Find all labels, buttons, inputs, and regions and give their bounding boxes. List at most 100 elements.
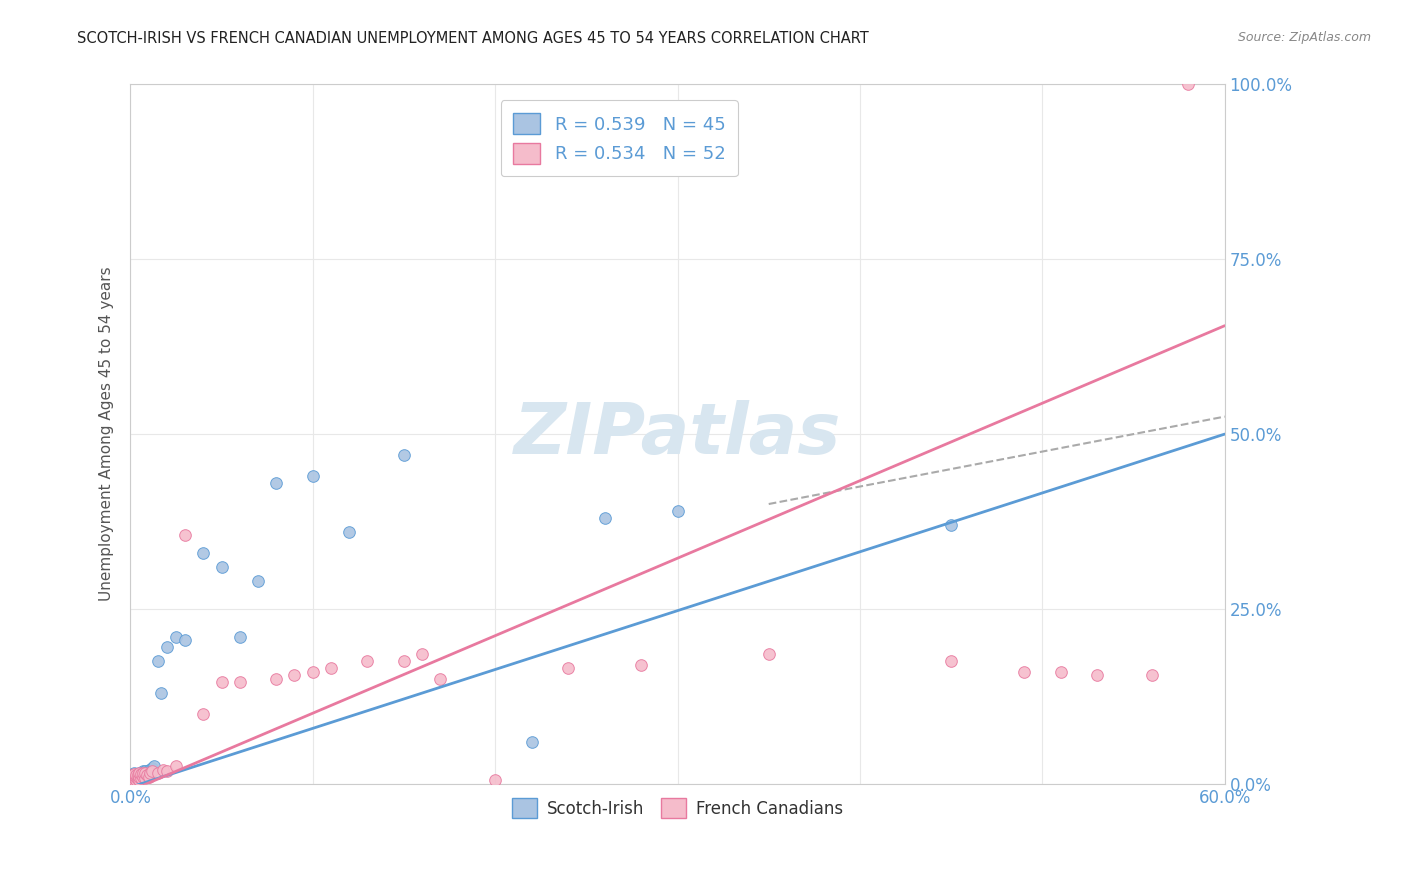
Point [122, 771, 145, 785]
Text: Source: ZipAtlas.com: Source: ZipAtlas.com [1237, 31, 1371, 45]
Point [122, 771, 145, 785]
Point [125, 772, 148, 787]
Point [337, 524, 360, 539]
Point [129, 767, 152, 781]
Point [138, 768, 160, 782]
Point [264, 476, 287, 491]
Point [135, 766, 157, 780]
Point [156, 640, 179, 655]
Point [125, 767, 148, 781]
Point [125, 770, 148, 784]
Point [121, 773, 143, 788]
Point [247, 574, 270, 588]
Point [150, 686, 173, 700]
Point [122, 768, 145, 782]
Text: SCOTCH-IRISH VS FRENCH CANADIAN UNEMPLOYMENT AMONG AGES 45 TO 54 YEARS CORRELATI: SCOTCH-IRISH VS FRENCH CANADIAN UNEMPLOY… [77, 31, 869, 46]
Point [392, 654, 415, 668]
Point [174, 528, 197, 542]
Point [121, 770, 143, 784]
Point [122, 766, 145, 780]
Point [134, 766, 156, 780]
Point [146, 654, 169, 668]
Point [229, 675, 252, 690]
Point [128, 772, 150, 787]
Point [125, 771, 148, 785]
Point [141, 761, 163, 775]
Point [1012, 665, 1035, 679]
Point [121, 773, 143, 788]
Point [132, 768, 155, 782]
Point [174, 633, 197, 648]
Point [356, 654, 378, 668]
Point [229, 630, 252, 644]
Point [939, 518, 962, 533]
Point [193, 706, 215, 721]
Point [128, 771, 150, 785]
Point [520, 735, 543, 749]
Point [122, 767, 145, 781]
Point [122, 769, 145, 783]
Point [939, 654, 962, 668]
Point [125, 772, 148, 786]
Point [165, 630, 187, 644]
Point [138, 770, 160, 784]
Point [127, 768, 149, 782]
Point [122, 773, 145, 788]
Point [135, 768, 157, 782]
Point [193, 546, 215, 560]
Point [392, 448, 415, 462]
Point [593, 511, 616, 525]
Point [128, 765, 150, 780]
Point [127, 767, 149, 781]
Point [758, 648, 780, 662]
Point [138, 763, 160, 777]
Point [128, 766, 150, 780]
Point [121, 771, 143, 785]
Point [1049, 665, 1071, 679]
Point [557, 661, 579, 675]
Point [146, 766, 169, 780]
Point [122, 772, 145, 787]
Point [301, 665, 323, 679]
Point [121, 768, 143, 782]
Point [264, 672, 287, 686]
Point [484, 773, 506, 788]
Y-axis label: Unemployment Among Ages 45 to 54 years: Unemployment Among Ages 45 to 54 years [100, 267, 114, 601]
Point [411, 648, 433, 662]
Point [143, 759, 166, 773]
Point [666, 504, 689, 518]
Point [319, 661, 342, 675]
Point [134, 764, 156, 779]
Point [132, 765, 155, 780]
Point [1085, 668, 1108, 682]
Point [129, 770, 152, 784]
Point [165, 759, 187, 773]
Point [134, 771, 156, 785]
Point [141, 764, 163, 779]
Point [139, 766, 162, 780]
Point [121, 772, 143, 786]
Point [152, 763, 174, 777]
Point [1140, 668, 1163, 682]
Point [283, 668, 305, 682]
Point [1177, 78, 1199, 92]
Text: ZIPatlas: ZIPatlas [513, 400, 841, 468]
Point [128, 768, 150, 782]
Point [211, 560, 233, 574]
Point [429, 672, 451, 686]
Point [211, 675, 233, 690]
Point [128, 770, 150, 784]
Point [129, 771, 152, 785]
Point [127, 769, 149, 783]
Point [134, 770, 156, 784]
Point [129, 766, 152, 780]
Point [127, 771, 149, 785]
Point [139, 764, 162, 779]
Point [121, 770, 143, 784]
Point [156, 764, 179, 779]
Point [630, 657, 652, 672]
Point [132, 771, 155, 785]
Point [125, 767, 148, 781]
Point [132, 764, 155, 779]
Legend: Scotch-Irish, French Canadians: Scotch-Irish, French Canadians [505, 792, 849, 824]
